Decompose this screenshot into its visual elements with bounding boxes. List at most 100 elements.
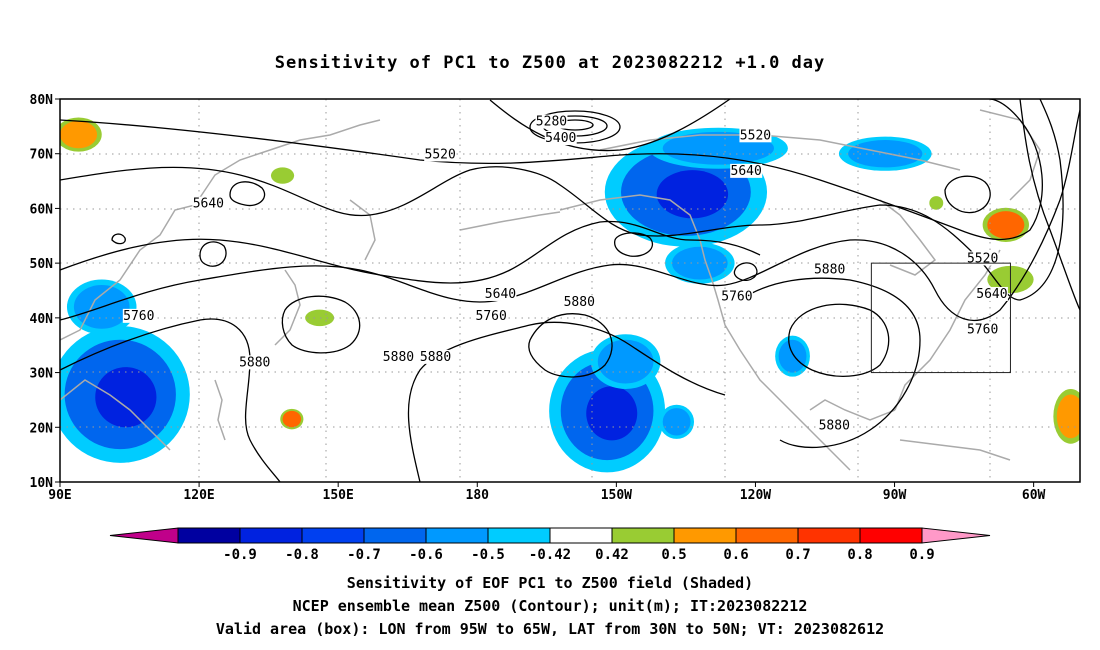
z500-contours [60, 99, 1080, 482]
colorbar-label-3: -0.6 [409, 547, 443, 563]
contour-label-9: 5760 [721, 290, 752, 305]
contour-label-1: 5400 [545, 131, 576, 146]
coast-philippines [214, 379, 226, 441]
colorbar-swatch-9 [735, 527, 799, 544]
colorbar-arrow-right [921, 527, 991, 544]
contour-loop-205 [199, 241, 227, 267]
lon-tick-label: 120E [183, 488, 214, 503]
coast-hudson [879, 199, 937, 276]
caption-contour: NCEP ensemble mean Z500 (Contour); unit(… [293, 597, 808, 615]
colorbar-swatch-8 [673, 527, 737, 544]
contour-east-edge [1019, 99, 1080, 311]
contour-label-12: 5880 [383, 350, 414, 365]
colorbar-swatch-0 [177, 527, 241, 544]
contour-label-bg-14 [238, 355, 271, 370]
pos-shade-core-7 [930, 197, 942, 209]
contour-label-8: 5760 [123, 309, 154, 324]
neg-shade-deep-5 [95, 367, 157, 428]
contour-5880-west [60, 318, 281, 482]
lat-tick-label: 10N [30, 476, 54, 491]
colorbar-swatch-5 [487, 527, 551, 544]
contour-5880-pacific [407, 321, 726, 482]
colorbar-label-1: -0.8 [285, 547, 319, 563]
contour-label-5: 5640 [193, 197, 224, 212]
contour-label-bg-17 [975, 286, 1008, 301]
contour-low-atlantic [944, 175, 991, 214]
neg-shade-core-7 [778, 339, 807, 373]
figure-title: Sensitivity of PC1 to Z500 at 2023082212… [275, 53, 826, 73]
contour-loop-asia-3 [733, 262, 758, 282]
contour-5880-high-pacific [528, 313, 613, 378]
contour-label-10: 5880 [564, 295, 595, 310]
colorbar-swatch-11 [859, 527, 923, 544]
contour-small-loop [111, 233, 126, 245]
contour-5520-north [60, 99, 1043, 241]
contour-5400 [489, 99, 731, 152]
contour-label-14: 5880 [239, 355, 270, 370]
contour-label-bg-3 [739, 128, 772, 143]
colorbar-swatch-6 [549, 527, 613, 544]
coast-gulf [809, 399, 896, 421]
colorbar-label-4: -0.5 [471, 547, 505, 563]
lon-tick-label: 90W [883, 488, 907, 503]
colorbar-swatch-10 [797, 527, 861, 544]
colorbar-label-5: -0.42 [529, 547, 571, 563]
pos-shade-core-5 [273, 169, 292, 183]
lat-tick-label: 50N [30, 257, 54, 272]
contour-5520-low-asia [229, 181, 266, 207]
lon-tick-label: 150W [601, 488, 632, 503]
caption-shading: Sensitivity of EOF PC1 to Z500 field (Sh… [347, 574, 753, 592]
colorbar-label-11: 0.9 [909, 547, 934, 563]
contour-label-6: 5640 [485, 287, 516, 302]
contour-label-bg-4 [730, 163, 763, 178]
colorbar-label-7: 0.5 [661, 547, 686, 563]
coast-kamchatka [349, 199, 376, 261]
colorbar-label-9: 0.7 [785, 547, 810, 563]
lon-tick-label: 180 [466, 488, 490, 503]
lat-tick-label: 60N [30, 202, 54, 217]
sensitivity-shading [60, 117, 1080, 473]
contour-5760-main [60, 109, 1080, 321]
coast-caribbean [899, 439, 1011, 461]
colorbar-arrow-left [109, 527, 179, 544]
neg-shade-deep-3 [586, 386, 638, 441]
colorbar: -0.9 -0.8 -0.7 -0.6 -0.5 -0.42 0.42 0.5 0.6 0.7 0.… [109, 527, 991, 563]
contour-label-bg-15 [818, 418, 851, 433]
contour-label-bg-1 [544, 131, 577, 146]
contour-label-bg-18 [966, 322, 999, 337]
colorbar-label-6: 0.42 [595, 547, 629, 563]
map-axis-ticks: 90E 120E 150E 180 150W 120W 90W 60W 80N 70N 60N 50N… [30, 93, 1046, 503]
contour-label-17: 5640 [976, 287, 1007, 302]
contour-label-18: 5760 [967, 323, 998, 338]
neg-shade-core-4 [597, 339, 654, 384]
lon-tick-label: 120W [740, 488, 771, 503]
caption-valid-area: Valid area (box): LON from 95W to 65W, L… [216, 620, 884, 638]
contour-label-15: 5880 [819, 418, 850, 433]
map-frame [59, 98, 1081, 483]
contour-label-bg-0 [535, 114, 568, 129]
contour-label-bg-10 [563, 295, 596, 310]
contour-label-bg-9 [720, 289, 753, 304]
contour-label-7: 5760 [476, 309, 507, 324]
colorbar-label-2: -0.7 [347, 547, 381, 563]
lat-tick-label: 80N [30, 93, 54, 108]
lat-tick-label: 40N [30, 312, 54, 327]
contour-label-2: 5520 [425, 147, 456, 162]
pos-shade-core-4 [282, 410, 302, 428]
contour-5880-na [739, 277, 921, 449]
contour-label-bg-5 [192, 196, 225, 211]
coast-aleutians [459, 211, 561, 231]
colorbar-label-10: 0.8 [847, 547, 872, 563]
colorbar-swatch-7 [611, 527, 675, 544]
contour-5640-north [60, 99, 1064, 301]
pos-shade-core-1 [987, 211, 1025, 239]
coast-asia-south [60, 379, 171, 451]
coast-greenland [979, 109, 1041, 201]
coast-alaska [559, 194, 713, 281]
neg-shade-core-8 [672, 246, 728, 280]
contour-label-bg-8 [122, 308, 155, 323]
colorbar-label-0: -0.9 [223, 547, 257, 563]
coast-north-america-west [711, 279, 851, 471]
